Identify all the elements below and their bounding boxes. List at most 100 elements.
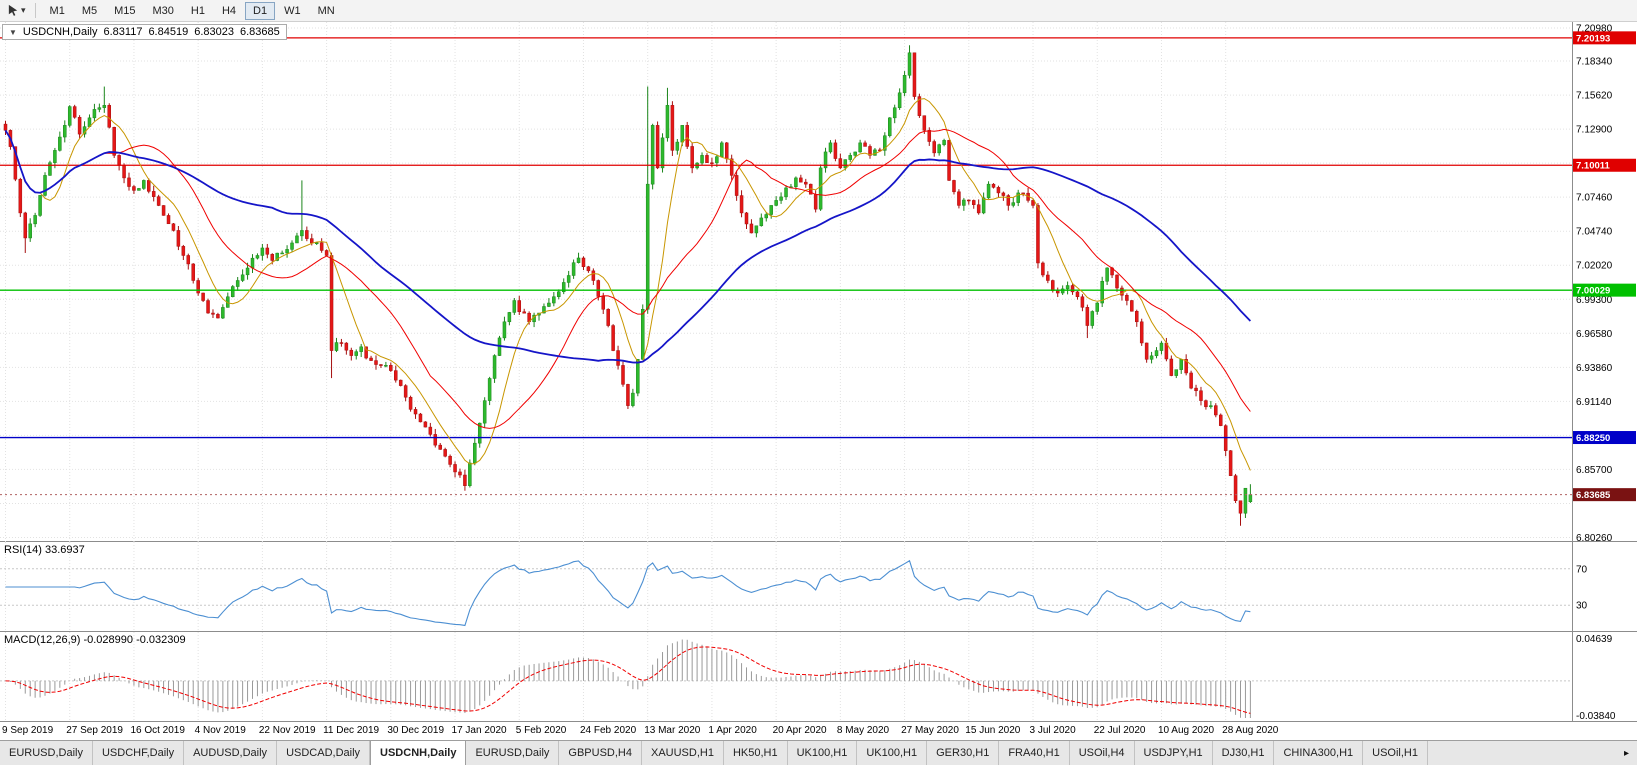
candle [250, 257, 255, 269]
timeframe-button-m15[interactable]: M15 [106, 2, 143, 20]
chart-tab-usdcnh-daily[interactable]: USDCNH,Daily [370, 741, 467, 765]
chart-tab-eurusd-daily[interactable]: EURUSD,Daily [0, 741, 93, 765]
chart-tab-eurusd-daily[interactable]: EURUSD,Daily [466, 741, 560, 765]
macd-signal-line [5, 646, 1251, 714]
candle [1169, 358, 1174, 376]
candle [601, 296, 605, 310]
candle [873, 149, 877, 156]
price-axis-label: 6.91140 [1576, 397, 1612, 408]
main-chart-panel[interactable]: 7.20980 7.18340 7.15620 7.12900 7.07460 7.047… [0, 22, 1637, 542]
chart-tab-uk100-h1[interactable]: UK100,H1 [857, 741, 928, 765]
candle [107, 105, 111, 128]
macd-axis-label: -0.03840 [1576, 711, 1616, 722]
date-axis[interactable]: 9 Sep 2019 27 Sep 2019 16 Oct 2019 4 Nov 20… [0, 722, 1637, 740]
candle [596, 280, 601, 297]
candle [576, 257, 581, 263]
candle [1199, 390, 1203, 401]
candle [235, 280, 240, 287]
timeframe-button-w1[interactable]: W1 [276, 2, 309, 20]
candle [754, 225, 759, 234]
toolbar-separator [34, 3, 36, 18]
chart-tab-gbpusd-h4[interactable]: GBPUSD,H4 [559, 741, 642, 765]
ohlc-open: 6.83117 [103, 26, 143, 38]
chart-tab-usoil-h1[interactable]: USOil,H1 [1363, 741, 1428, 765]
price-axis-label: 6.93860 [1576, 363, 1613, 374]
chart-tab-usdcad-daily[interactable]: USDCAD,Daily [277, 741, 371, 765]
chart-tab-audusd-daily[interactable]: AUDUSD,Daily [184, 741, 278, 765]
tab-scroll-right-icon[interactable]: ▸ [1623, 747, 1629, 759]
chart-tab-usdchf-daily[interactable]: USDCHF,Daily [92, 741, 185, 765]
candle [828, 142, 833, 153]
candle [329, 255, 334, 351]
chart-tab-hk50-h1[interactable]: HK50,H1 [723, 741, 788, 765]
timeframe-button-mn[interactable]: MN [310, 2, 343, 20]
candle [952, 180, 956, 193]
timeframe-button-m5[interactable]: M5 [74, 2, 105, 20]
rsi-line [5, 559, 1251, 627]
timeframe-button-d1[interactable]: D1 [245, 1, 276, 20]
candle [1001, 192, 1006, 196]
date-axis-label: 8 May 2020 [836, 725, 890, 736]
chart-tab-usdjpy-h1[interactable]: USDJPY,H1 [1134, 741, 1213, 765]
cursor-icon [8, 4, 18, 16]
macd-indicator-panel[interactable]: 0.04639 -0.03840 MACD(12,26,9) -0.028990 … [0, 632, 1637, 722]
candle [976, 204, 981, 214]
chart-tab-xauusd-h1[interactable]: XAUUSD,H1 [641, 741, 724, 765]
candle [270, 254, 275, 261]
candle [1031, 200, 1035, 206]
candle [117, 155, 121, 166]
timeframe-button-m1[interactable]: M1 [42, 2, 73, 20]
chart-tab-ger30-h1[interactable]: GER30,H1 [927, 741, 1000, 765]
price-axis-label: 6.96580 [1576, 329, 1613, 340]
candle [310, 238, 314, 244]
candle [799, 177, 803, 183]
candle [932, 141, 936, 154]
timeframe-button-m30[interactable]: M30 [145, 2, 182, 20]
candle [883, 135, 887, 151]
candle [502, 321, 507, 339]
candle [463, 474, 467, 486]
macd-chart[interactable]: 0.04639 -0.03840 [0, 632, 1637, 722]
price-label-text: 7.00029 [1576, 286, 1610, 297]
chart-tab-china300-h1[interactable]: CHINA300,H1 [1274, 741, 1364, 765]
chart-cursor-tool[interactable]: ▾ [4, 3, 29, 18]
candle [566, 275, 571, 283]
price-label-text: 6.83685 [1576, 490, 1611, 501]
rsi-indicator-panel[interactable]: 70 30 RSI(14) 33.6937 [0, 542, 1637, 632]
candle [557, 291, 561, 297]
date-axis-label: 3 Jul 2020 [1029, 725, 1076, 736]
price-label-box [1573, 431, 1636, 445]
candle [1248, 494, 1253, 503]
date-axis-label: 9 Sep 2019 [2, 725, 54, 736]
date-axis-label: 5 Feb 2020 [515, 725, 567, 736]
candle [917, 96, 922, 116]
chart-tab-uk100-h1[interactable]: UK100,H1 [787, 741, 858, 765]
rsi-label: RSI(14) 33.6937 [4, 544, 85, 556]
candle [804, 181, 808, 185]
candle [724, 142, 729, 160]
one-click-trading-arrow-icon[interactable]: ▼ [9, 27, 17, 37]
date-axis-label: 20 Apr 2020 [772, 725, 827, 736]
moving-average-55 [4, 129, 1252, 364]
candle [665, 105, 670, 139]
candle [670, 105, 675, 151]
ohlc-low: 6.83023 [194, 26, 234, 38]
candle [196, 280, 200, 294]
candle [206, 300, 210, 314]
chart-tab-fra40-h1[interactable]: FRA40,H1 [999, 741, 1070, 765]
candle [122, 165, 126, 179]
candle [38, 195, 42, 216]
candle [349, 349, 354, 356]
candle [132, 186, 136, 191]
chart-tab-usoil-h4[interactable]: USOil,H4 [1069, 741, 1135, 765]
candle [3, 123, 8, 131]
timeframe-button-h1[interactable]: H1 [183, 2, 213, 20]
candle [1095, 302, 1099, 312]
rsi-chart[interactable]: 70 30 [0, 542, 1637, 632]
timeframe-button-h4[interactable]: H4 [214, 2, 244, 20]
candlestick-chart[interactable]: 7.20980 7.18340 7.15620 7.12900 7.07460 7.047… [0, 22, 1637, 542]
chart-tab-dj30-h1[interactable]: DJ30,H1 [1212, 741, 1275, 765]
candle [937, 144, 941, 154]
candle [492, 355, 497, 379]
candle [1021, 192, 1025, 195]
